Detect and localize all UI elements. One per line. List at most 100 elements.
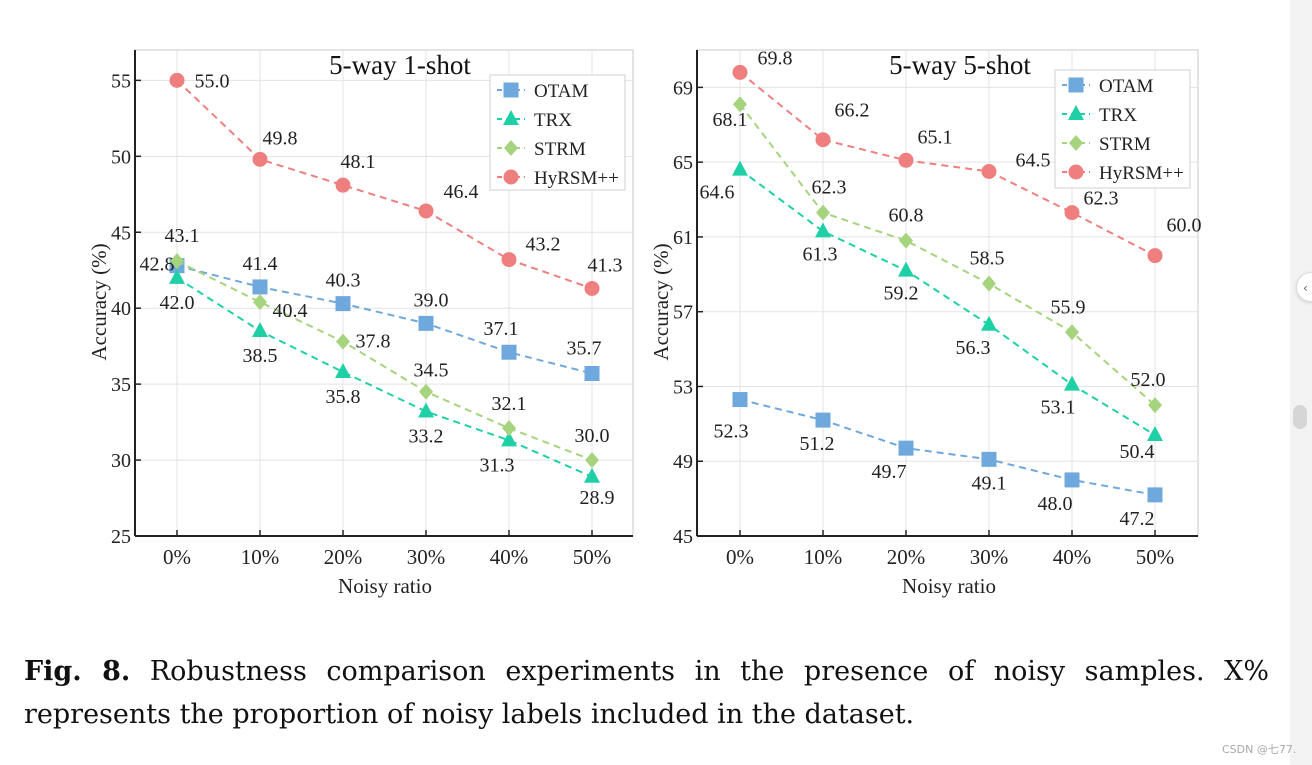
data-label: 47.2 bbox=[1120, 508, 1155, 530]
data-label: 62.3 bbox=[812, 177, 847, 199]
data-label: 43.1 bbox=[165, 225, 200, 247]
data-label: 46.4 bbox=[444, 181, 479, 203]
legend-marker bbox=[503, 169, 519, 185]
y-tick-label: 57 bbox=[673, 302, 693, 324]
data-point bbox=[898, 152, 914, 168]
x-tick-label: 20% bbox=[324, 545, 363, 569]
data-point bbox=[1064, 472, 1080, 488]
y-tick-label: 35 bbox=[111, 374, 131, 396]
data-label: 28.9 bbox=[580, 487, 615, 509]
data-point bbox=[335, 296, 351, 312]
data-label: 43.2 bbox=[526, 234, 561, 256]
series-line bbox=[176, 276, 593, 478]
data-point bbox=[1065, 324, 1079, 341]
scrollbar-thumb[interactable] bbox=[1293, 405, 1307, 429]
x-tick-label: 30% bbox=[970, 545, 1009, 569]
data-point bbox=[816, 204, 830, 221]
x-axis-title: Noisy ratio bbox=[338, 574, 432, 598]
data-label: 62.3 bbox=[1084, 188, 1119, 210]
data-point bbox=[1148, 397, 1162, 414]
data-label: 38.5 bbox=[243, 345, 278, 367]
data-point bbox=[981, 315, 997, 331]
data-point bbox=[584, 365, 600, 381]
data-label: 69.8 bbox=[758, 47, 793, 69]
data-label: 41.3 bbox=[588, 254, 623, 276]
data-point bbox=[252, 151, 268, 167]
data-point bbox=[169, 268, 185, 284]
data-point bbox=[418, 402, 434, 418]
x-tick-label: 0% bbox=[726, 545, 754, 569]
series-line bbox=[176, 79, 593, 290]
data-point bbox=[170, 253, 184, 270]
data-point bbox=[418, 203, 434, 219]
data-label: 39.0 bbox=[414, 289, 449, 311]
series-otam: 42.8 41.4 40.3 39.0 37.1 35.7 bbox=[140, 253, 602, 381]
x-tick-label: 30% bbox=[407, 545, 446, 569]
data-label: 65.1 bbox=[918, 126, 953, 148]
data-point bbox=[982, 275, 996, 292]
series-line bbox=[739, 103, 1156, 406]
legend-label: OTAM bbox=[1099, 76, 1154, 97]
data-point bbox=[584, 467, 600, 483]
data-label: 32.1 bbox=[492, 393, 527, 415]
chart-title: 5-way 5-shot bbox=[889, 50, 1031, 80]
y-tick-label: 49 bbox=[673, 451, 693, 473]
legend-marker bbox=[1068, 164, 1084, 180]
x-tick-label: 20% bbox=[887, 545, 926, 569]
series-trx: 42.0 38.5 35.8 33.2 31.3 28.9 bbox=[160, 268, 615, 509]
data-label: 48.1 bbox=[341, 151, 376, 173]
legend-label: TRX bbox=[534, 110, 572, 131]
series-line bbox=[739, 71, 1156, 257]
data-point bbox=[252, 321, 268, 337]
data-point bbox=[418, 315, 434, 331]
scrollbar-track[interactable] bbox=[1290, 0, 1312, 765]
data-point bbox=[1064, 205, 1080, 221]
legend-marker bbox=[503, 82, 519, 98]
caption-text: Robustness comparison experiments in the… bbox=[24, 656, 1269, 730]
legend-marker bbox=[1068, 105, 1084, 120]
x-tick-label: 0% bbox=[163, 545, 191, 569]
x-axis-title: Noisy ratio bbox=[902, 574, 996, 598]
caption-label: Fig. 8. bbox=[24, 656, 131, 687]
data-label: 50.4 bbox=[1120, 441, 1155, 463]
legend-label: TRX bbox=[1099, 105, 1137, 126]
x-tick-label: 50% bbox=[1136, 545, 1175, 569]
data-point bbox=[584, 280, 600, 296]
data-point bbox=[169, 72, 185, 88]
legend-marker bbox=[1069, 135, 1083, 151]
x-tick-label: 40% bbox=[1053, 545, 1092, 569]
legend-label: STRM bbox=[1099, 134, 1151, 155]
data-label: 55.9 bbox=[1051, 296, 1086, 318]
data-point bbox=[732, 160, 748, 176]
legend-label: HyRSM++ bbox=[534, 168, 619, 189]
y-tick-label: 40 bbox=[111, 298, 131, 320]
series-line bbox=[739, 168, 1156, 436]
data-label: 41.4 bbox=[243, 253, 278, 275]
y-tick-label: 69 bbox=[673, 77, 693, 99]
data-label: 35.8 bbox=[326, 386, 361, 408]
data-label: 37.1 bbox=[484, 318, 519, 340]
data-label: 49.8 bbox=[263, 127, 298, 149]
series-strm: 43.1 40.4 37.8 34.5 32.1 30.0 bbox=[165, 225, 610, 469]
data-point bbox=[899, 232, 913, 249]
data-label: 56.3 bbox=[956, 337, 991, 359]
data-point bbox=[898, 261, 914, 277]
data-point bbox=[585, 452, 599, 469]
data-label: 60.0 bbox=[1167, 215, 1202, 237]
x-tick-label: 40% bbox=[490, 545, 529, 569]
y-axis-title: Accuracy (%) bbox=[649, 243, 673, 360]
y-tick-label: 25 bbox=[111, 526, 131, 548]
data-point bbox=[501, 431, 517, 447]
data-point bbox=[1147, 487, 1163, 503]
x-tick-label: 50% bbox=[573, 545, 612, 569]
data-label: 61.3 bbox=[803, 243, 838, 265]
series-trx: 64.6 61.3 59.2 56.3 53.1 50.4 bbox=[700, 160, 1163, 463]
data-label: 48.0 bbox=[1038, 493, 1073, 515]
y-tick-label: 61 bbox=[673, 227, 693, 249]
data-point bbox=[1147, 248, 1163, 264]
chart-title: 5-way 1-shot bbox=[329, 50, 471, 80]
data-label: 49.1 bbox=[972, 472, 1007, 494]
data-point bbox=[1064, 375, 1080, 391]
